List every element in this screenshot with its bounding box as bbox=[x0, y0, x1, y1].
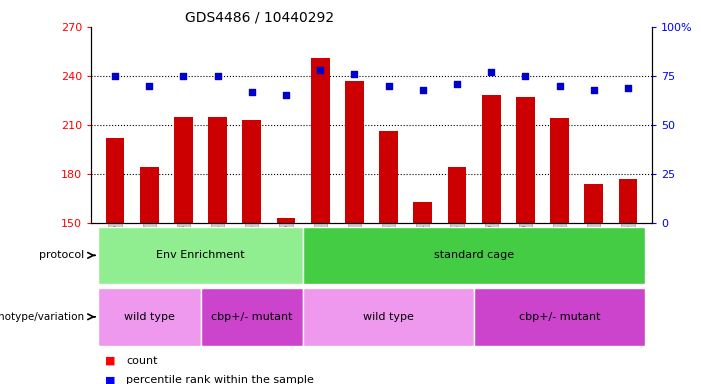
Bar bbox=[98, 227, 303, 284]
Point bbox=[109, 73, 121, 79]
Point bbox=[554, 83, 565, 89]
Bar bbox=[345, 81, 364, 223]
Point bbox=[383, 83, 394, 89]
Bar bbox=[448, 167, 466, 223]
Bar bbox=[243, 120, 261, 223]
Bar bbox=[550, 118, 569, 223]
Text: genotype/variation: genotype/variation bbox=[0, 312, 84, 322]
Point bbox=[622, 84, 634, 91]
Bar bbox=[379, 131, 398, 223]
Text: count: count bbox=[126, 356, 158, 366]
Text: wild type: wild type bbox=[124, 312, 175, 322]
Text: cbp+/- mutant: cbp+/- mutant bbox=[211, 312, 292, 322]
Text: percentile rank within the sample: percentile rank within the sample bbox=[126, 375, 314, 384]
Bar bbox=[414, 202, 433, 223]
Bar bbox=[208, 117, 227, 223]
Point bbox=[588, 86, 599, 93]
Text: Env Enrichment: Env Enrichment bbox=[156, 250, 245, 260]
Point bbox=[212, 73, 223, 79]
Bar bbox=[106, 138, 125, 223]
Point bbox=[144, 83, 155, 89]
Bar bbox=[303, 288, 474, 346]
Text: wild type: wild type bbox=[363, 312, 414, 322]
Bar bbox=[303, 227, 645, 284]
Point bbox=[246, 88, 257, 94]
Point bbox=[315, 67, 326, 73]
Bar bbox=[618, 179, 637, 223]
Point bbox=[280, 92, 292, 98]
Bar bbox=[174, 117, 193, 223]
Bar bbox=[474, 288, 645, 346]
Point bbox=[178, 73, 189, 79]
Text: ■: ■ bbox=[105, 375, 116, 384]
Point bbox=[451, 81, 463, 87]
Text: cbp+/- mutant: cbp+/- mutant bbox=[519, 312, 600, 322]
Bar bbox=[516, 97, 535, 223]
Point bbox=[520, 73, 531, 79]
Bar bbox=[98, 288, 200, 346]
Point bbox=[486, 69, 497, 75]
Point bbox=[417, 86, 428, 93]
Bar bbox=[585, 184, 603, 223]
Point bbox=[349, 71, 360, 77]
Title: GDS4486 / 10440292: GDS4486 / 10440292 bbox=[185, 10, 334, 24]
Bar bbox=[311, 58, 329, 223]
Text: standard cage: standard cage bbox=[434, 250, 514, 260]
Bar bbox=[200, 288, 303, 346]
Bar bbox=[140, 167, 158, 223]
Text: ■: ■ bbox=[105, 356, 116, 366]
Bar bbox=[482, 96, 501, 223]
Bar bbox=[277, 218, 295, 223]
Text: protocol: protocol bbox=[39, 250, 84, 260]
